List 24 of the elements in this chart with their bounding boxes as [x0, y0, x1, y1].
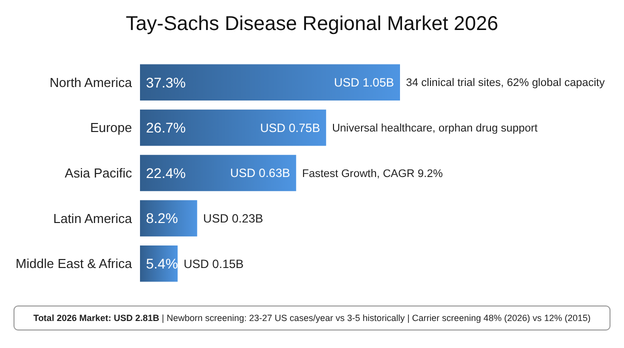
bar — [140, 154, 296, 192]
annotation: USD 0.75B — [260, 120, 320, 135]
y-tick-label: Latin America — [53, 210, 133, 226]
bar — [140, 200, 198, 236]
y-tick-label: North America — [50, 74, 133, 90]
bar — [140, 110, 326, 146]
data-label: 22.4% — [146, 164, 186, 181]
data-label: 37.3% — [146, 74, 186, 90]
data-label: 8.2% — [146, 210, 178, 226]
annotation: USD 0.15B — [184, 256, 244, 271]
annotation: Fastest Growth, CAGR 9.2% — [302, 168, 443, 180]
annotation: Universal healthcare, orphan drug support — [332, 122, 538, 135]
y-tick-label: Europe — [90, 120, 132, 136]
annotation: 34 clinical trial sites, 62% global capacity — [406, 77, 606, 90]
text: Total 2026 Market: USD 2.81B | Newborn screening: 23-27 US cases/year vs 3-5 historically | Carrier screening 48% (2026) vs 12% (2015) — [33, 313, 591, 324]
annotation: USD 0.23B — [203, 212, 264, 226]
chart-title: Tay-Sachs Disease Regional Market 2026 — [126, 13, 498, 35]
annotation: USD 0.63B — [230, 166, 290, 180]
y-tick-label: Middle East & Africa — [16, 256, 133, 272]
bar — [140, 64, 400, 101]
data-label: 5.4% — [146, 256, 178, 272]
annotation: USD 1.05B — [334, 76, 394, 90]
data-label: 26.7% — [146, 120, 186, 136]
y-tick-label: Asia Pacific — [64, 166, 132, 181]
